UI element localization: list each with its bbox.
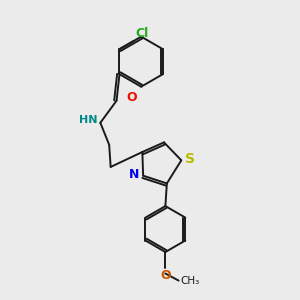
Text: HN: HN: [79, 116, 98, 125]
Text: Cl: Cl: [135, 27, 148, 40]
Text: CH₃: CH₃: [180, 276, 200, 286]
Text: O: O: [127, 91, 137, 104]
Text: O: O: [160, 269, 171, 282]
Text: S: S: [184, 152, 194, 166]
Text: N: N: [129, 168, 140, 181]
